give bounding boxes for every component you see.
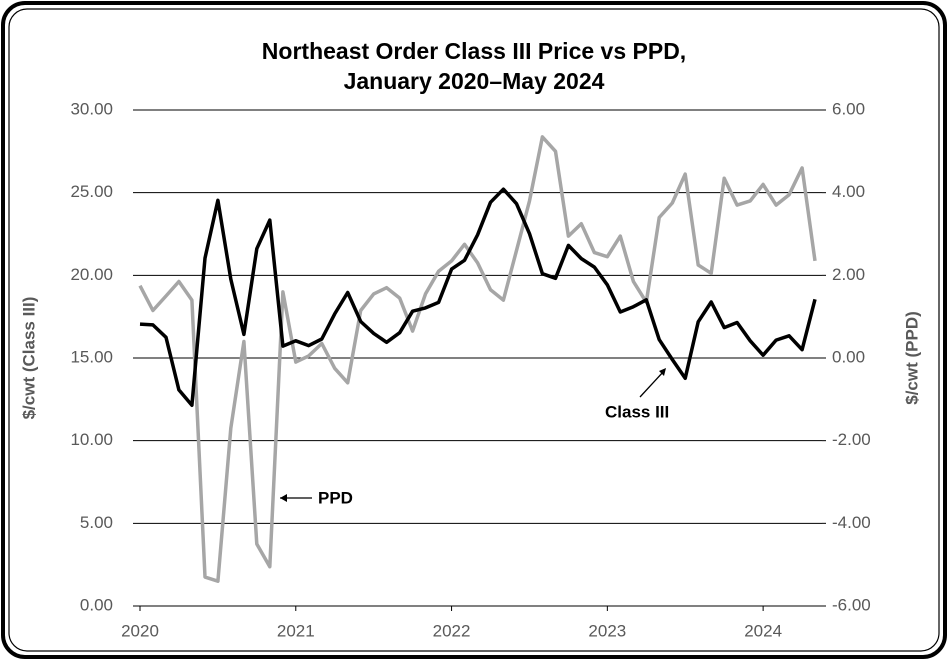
x-tick-label: 2020 bbox=[121, 621, 159, 640]
x-tick-label: 2021 bbox=[277, 621, 315, 640]
y2-tick-label: -6.00 bbox=[832, 595, 871, 614]
y-tick-label: 0.00 bbox=[80, 595, 113, 614]
y-tick-label: 15.00 bbox=[70, 347, 113, 366]
chart-title: Northeast Order Class III Price vs PPD, bbox=[262, 38, 686, 64]
annotation-arrow bbox=[639, 370, 665, 398]
y2-axis-label: $/cwt (PPD) bbox=[902, 311, 921, 405]
y2-tick-label: 2.00 bbox=[832, 265, 865, 284]
x-tick-label: 2022 bbox=[433, 621, 471, 640]
inner-frame bbox=[8, 8, 940, 652]
y-tick-label: 5.00 bbox=[80, 513, 113, 532]
y-tick-label: 25.00 bbox=[70, 182, 113, 201]
y2-tick-label: 4.00 bbox=[832, 182, 865, 201]
line-series bbox=[138, 135, 817, 583]
y2-tick-label: -2.00 bbox=[832, 430, 871, 449]
y-axis-label: $/cwt (Class III) bbox=[19, 297, 38, 420]
y-tick-label: 30.00 bbox=[70, 99, 113, 118]
y-tick-label: 20.00 bbox=[70, 265, 113, 284]
y2-tick-label: 6.00 bbox=[832, 99, 865, 118]
annotation: PPD bbox=[318, 488, 353, 507]
plot-area: 0.00 5.00 10.00 15.00 20.00 25.00 30.00 -6.00 -4… bbox=[70, 99, 870, 640]
annotation-arrowhead bbox=[659, 368, 666, 376]
y-tick-label: 10.00 bbox=[70, 430, 113, 449]
annotation-arrowhead bbox=[280, 494, 287, 502]
annotation: Class III bbox=[605, 402, 669, 421]
line-series bbox=[139, 187, 817, 408]
y2-tick-label: -4.00 bbox=[832, 513, 871, 532]
x-tick-label: 2023 bbox=[588, 621, 626, 640]
chart-title: January 2020–May 2024 bbox=[344, 68, 605, 94]
y2-tick-label: 0.00 bbox=[832, 347, 865, 366]
x-tick-label: 2024 bbox=[744, 621, 782, 640]
